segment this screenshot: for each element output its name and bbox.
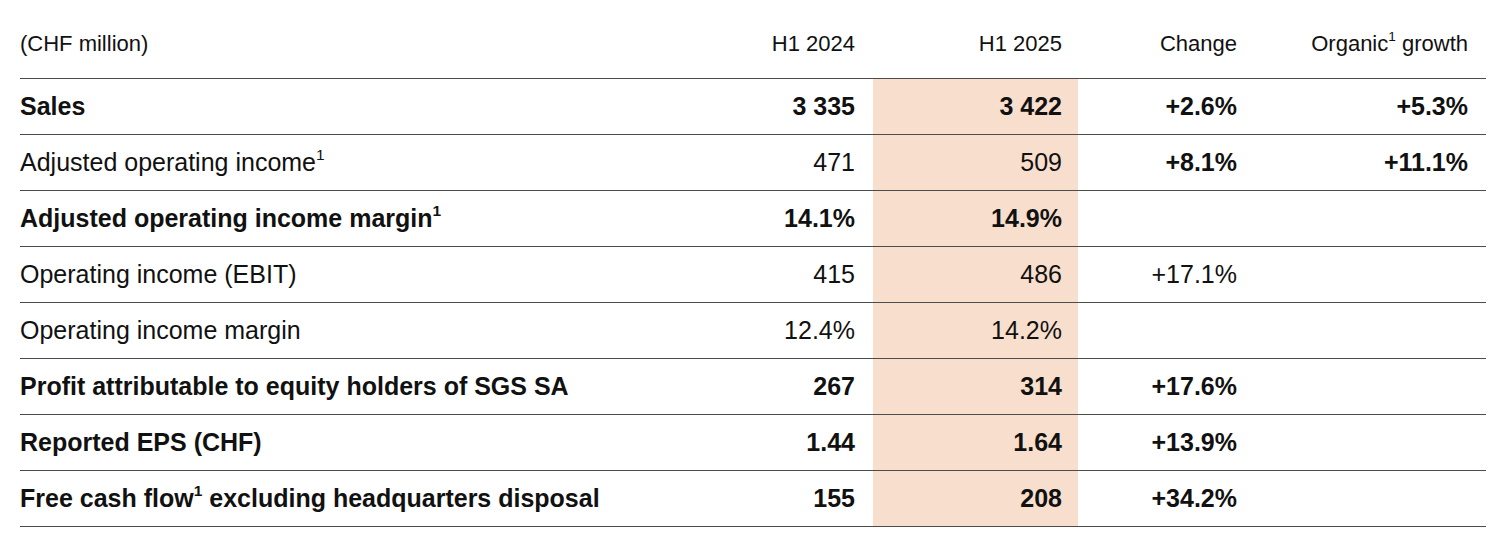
row-label-text: Adjusted operating income margin [20,204,433,232]
cell-change: +17.6% [1078,358,1257,414]
cell-change: +8.1% [1078,134,1257,190]
col-header-change: Change [1078,0,1257,78]
footnote-marker: 1 [194,482,203,499]
cell-h1-2024: 12.4% [723,302,873,358]
col-header-h1-2024: H1 2024 [723,0,873,78]
row-label: Adjusted operating income1 [20,134,723,190]
cell-h1-2025: 1.64 [873,414,1078,470]
table-row-free-cash-flow: Free cash flow1 excluding headquarters d… [20,470,1486,526]
cell-h1-2024: 267 [723,358,873,414]
cell-change: +34.2% [1078,470,1257,526]
row-label-text: Adjusted operating income [20,148,316,176]
row-label: Free cash flow1 excluding headquarters d… [20,470,723,526]
cell-h1-2024: 155 [723,470,873,526]
cell-organic-growth [1257,358,1486,414]
header-row: (CHF million) H1 2024 H1 2025 Change Org… [20,0,1486,78]
row-label-text: Operating income (EBIT) [20,260,297,288]
row-label: Profit attributable to equity holders of… [20,358,723,414]
cell-h1-2025: 3 422 [873,78,1078,134]
table-row-profit-attributable: Profit attributable to equity holders of… [20,358,1486,414]
cell-organic-growth [1257,302,1486,358]
row-label-text: Reported EPS (CHF) [20,428,262,456]
cell-h1-2024: 14.1% [723,190,873,246]
cell-h1-2025: 314 [873,358,1078,414]
row-label-text: excluding headquarters disposal [202,484,599,512]
footnote-marker: 1 [316,146,325,163]
row-label-text: Free cash flow [20,484,194,512]
cell-organic-growth: +11.1% [1257,134,1486,190]
table-row-adjusted-operating-income: Adjusted operating income1 471 509 +8.1%… [20,134,1486,190]
row-label: Sales [20,78,723,134]
table-row-sales: Sales 3 335 3 422 +2.6% +5.3% [20,78,1486,134]
cell-organic-growth [1257,414,1486,470]
table-row-operating-income-ebit: Operating income (EBIT) 415 486 +17.1% [20,246,1486,302]
cell-h1-2025: 14.2% [873,302,1078,358]
col-header-unit: (CHF million) [20,0,723,78]
footnote-marker: 1 [1388,29,1396,44]
cell-change [1078,302,1257,358]
row-label: Operating income margin [20,302,723,358]
cell-organic-growth [1257,246,1486,302]
cell-change: +2.6% [1078,78,1257,134]
cell-organic-growth [1257,470,1486,526]
cell-change: +13.9% [1078,414,1257,470]
col-header-growth-text: growth [1396,31,1468,56]
cell-organic-growth [1257,190,1486,246]
row-label: Operating income (EBIT) [20,246,723,302]
cell-h1-2025: 208 [873,470,1078,526]
table-row-adjusted-operating-income-margin: Adjusted operating income margin1 14.1% … [20,190,1486,246]
col-header-h1-2025: H1 2025 [873,0,1078,78]
cell-h1-2024: 471 [723,134,873,190]
cell-h1-2024: 415 [723,246,873,302]
col-header-organic-text: Organic [1311,31,1388,56]
cell-change [1078,190,1257,246]
financial-summary-table: (CHF million) H1 2024 H1 2025 Change Org… [20,0,1486,527]
table-row-reported-eps: Reported EPS (CHF) 1.44 1.64 +13.9% [20,414,1486,470]
row-label: Reported EPS (CHF) [20,414,723,470]
cell-change: +17.1% [1078,246,1257,302]
table-row-operating-income-margin: Operating income margin 12.4% 14.2% [20,302,1486,358]
row-label-text: Operating income margin [20,316,301,344]
cell-h1-2024: 3 335 [723,78,873,134]
financial-summary: (CHF million) H1 2024 H1 2025 Change Org… [20,0,1486,527]
cell-h1-2025: 509 [873,134,1078,190]
cell-h1-2025: 14.9% [873,190,1078,246]
row-label: Adjusted operating income margin1 [20,190,723,246]
row-label-text: Profit attributable to equity holders of… [20,372,569,400]
cell-organic-growth: +5.3% [1257,78,1486,134]
table-body: Sales 3 335 3 422 +2.6% +5.3% Adjusted o… [20,78,1486,526]
footnote-marker: 1 [433,202,442,219]
cell-h1-2024: 1.44 [723,414,873,470]
table-header: (CHF million) H1 2024 H1 2025 Change Org… [20,0,1486,78]
col-header-organic-growth: Organic1 growth [1257,0,1486,78]
cell-h1-2025: 486 [873,246,1078,302]
row-label-text: Sales [20,92,85,120]
